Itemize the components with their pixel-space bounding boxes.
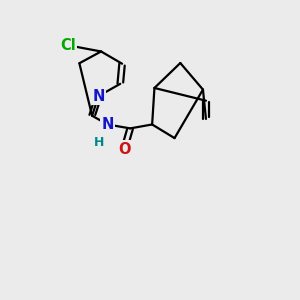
- Text: N: N: [92, 88, 105, 104]
- Text: H: H: [94, 136, 105, 149]
- Text: Cl: Cl: [60, 38, 76, 53]
- Text: N: N: [101, 117, 114, 132]
- Text: O: O: [118, 142, 130, 157]
